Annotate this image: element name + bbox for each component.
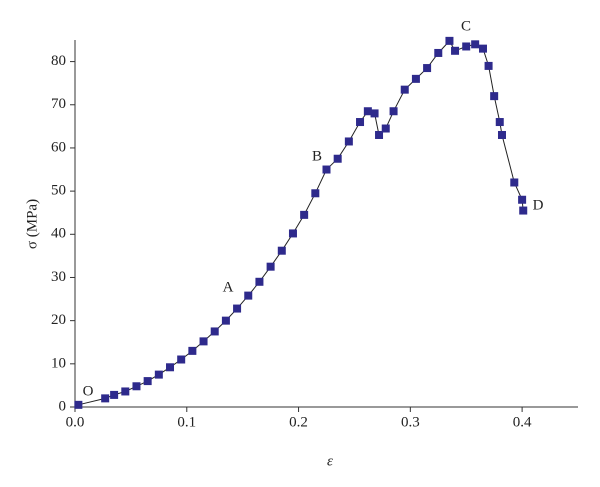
y-tick-label: 50 [51,183,66,199]
data-point [434,48,443,57]
data-point [244,291,253,300]
data-point [344,137,353,146]
data-point [471,40,480,49]
data-point [411,74,420,83]
data-point [132,382,141,391]
y-tick-label: 30 [51,269,66,285]
x-tick-label: 0.0 [66,414,85,430]
data-point [210,327,219,336]
y-tick-label: 80 [51,53,66,69]
data-point [143,377,152,386]
data-point [381,124,390,133]
annotation: A [223,279,234,295]
x-axis-label: ε [327,453,333,469]
data-point [375,130,384,139]
data-point [484,61,493,70]
data-point [277,246,286,255]
y-tick-label: 0 [59,398,67,414]
y-tick-label: 60 [51,139,66,155]
data-point [74,400,83,409]
data-point [497,130,506,139]
data-point [322,165,331,174]
y-tick-label: 70 [51,96,66,112]
data-point [121,387,130,396]
data-point [370,109,379,118]
data-point [266,262,275,271]
data-point [154,370,163,379]
data-point [177,355,186,364]
annotation: C [461,18,471,34]
data-point [451,46,460,55]
y-tick-label: 10 [51,355,66,371]
data-point [199,337,208,346]
data-point [510,178,519,187]
data-point [288,229,297,238]
data-point [400,85,409,94]
annotation: B [312,148,322,164]
data-point [333,154,342,163]
data-point [101,394,110,403]
annotation: O [83,383,94,399]
data-point [518,195,527,204]
data-point [255,277,264,286]
data-point [519,206,528,215]
data-point [110,390,119,399]
data-point [495,118,504,127]
x-tick-label: 0.2 [289,414,308,430]
data-point [490,92,499,101]
data-point [233,304,242,313]
data-point [445,36,454,45]
data-point [389,107,398,116]
x-tick-label: 0.4 [513,414,532,430]
data-point [300,210,309,219]
data-point [478,44,487,53]
y-tick-label: 20 [51,312,66,328]
x-tick-label: 0.1 [177,414,196,430]
data-point [363,107,372,116]
data-point [221,316,230,325]
annotation: D [533,197,544,213]
y-axis-label: σ (MPa) [24,199,40,249]
data-point [423,64,432,73]
y-tick-label: 40 [51,226,66,242]
data-point [356,118,365,127]
x-tick-label: 0.3 [401,414,420,430]
data-point [166,363,175,372]
data-point [462,42,471,51]
data-line [78,40,524,406]
data-point [188,346,197,355]
data-point [311,189,320,198]
